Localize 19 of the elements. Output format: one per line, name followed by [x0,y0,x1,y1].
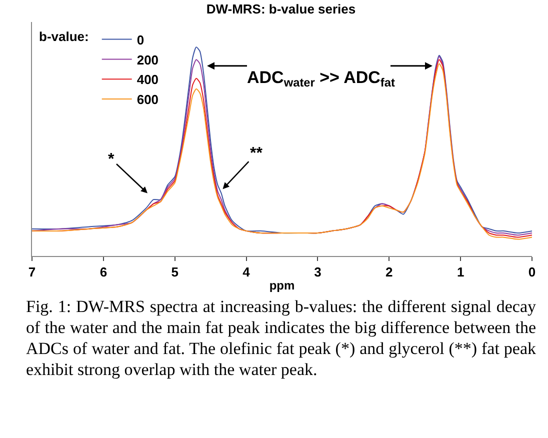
annotation: * [108,151,115,168]
x-tick-label: 4 [242,264,251,280]
chart-title: DW-MRS: b-value series [206,2,356,17]
x-tick-label: 7 [28,264,36,280]
caption: Fig. 1: DW-MRS spectra at increasing b-values: the different signal decay of the water and the main fat peak indicates the big difference between the ADCs of water and fat. The olefinic fat peak (*) and glycerol (**) fat peak exhibit strong overlap with the water peak. [26,296,536,380]
legend-label: 0 [136,32,144,48]
x-axis-title: ppm [269,278,295,292]
x-tick-label: 2 [386,264,393,280]
legend-label: 200 [136,52,159,68]
legend-title: b-value: [39,29,89,44]
legend-label: 400 [136,72,159,88]
x-tick-label: 5 [171,264,178,280]
annotation: ** [250,145,264,162]
x-tick-label: 1 [456,264,464,280]
x-tick-label: 6 [100,264,108,280]
legend-label: 600 [136,92,159,108]
annotation: ADC$_{water}$ >> ADC$_{fat}$ [247,68,395,90]
x-tick-label: 0 [528,264,536,280]
x-tick-label: 3 [314,264,322,280]
